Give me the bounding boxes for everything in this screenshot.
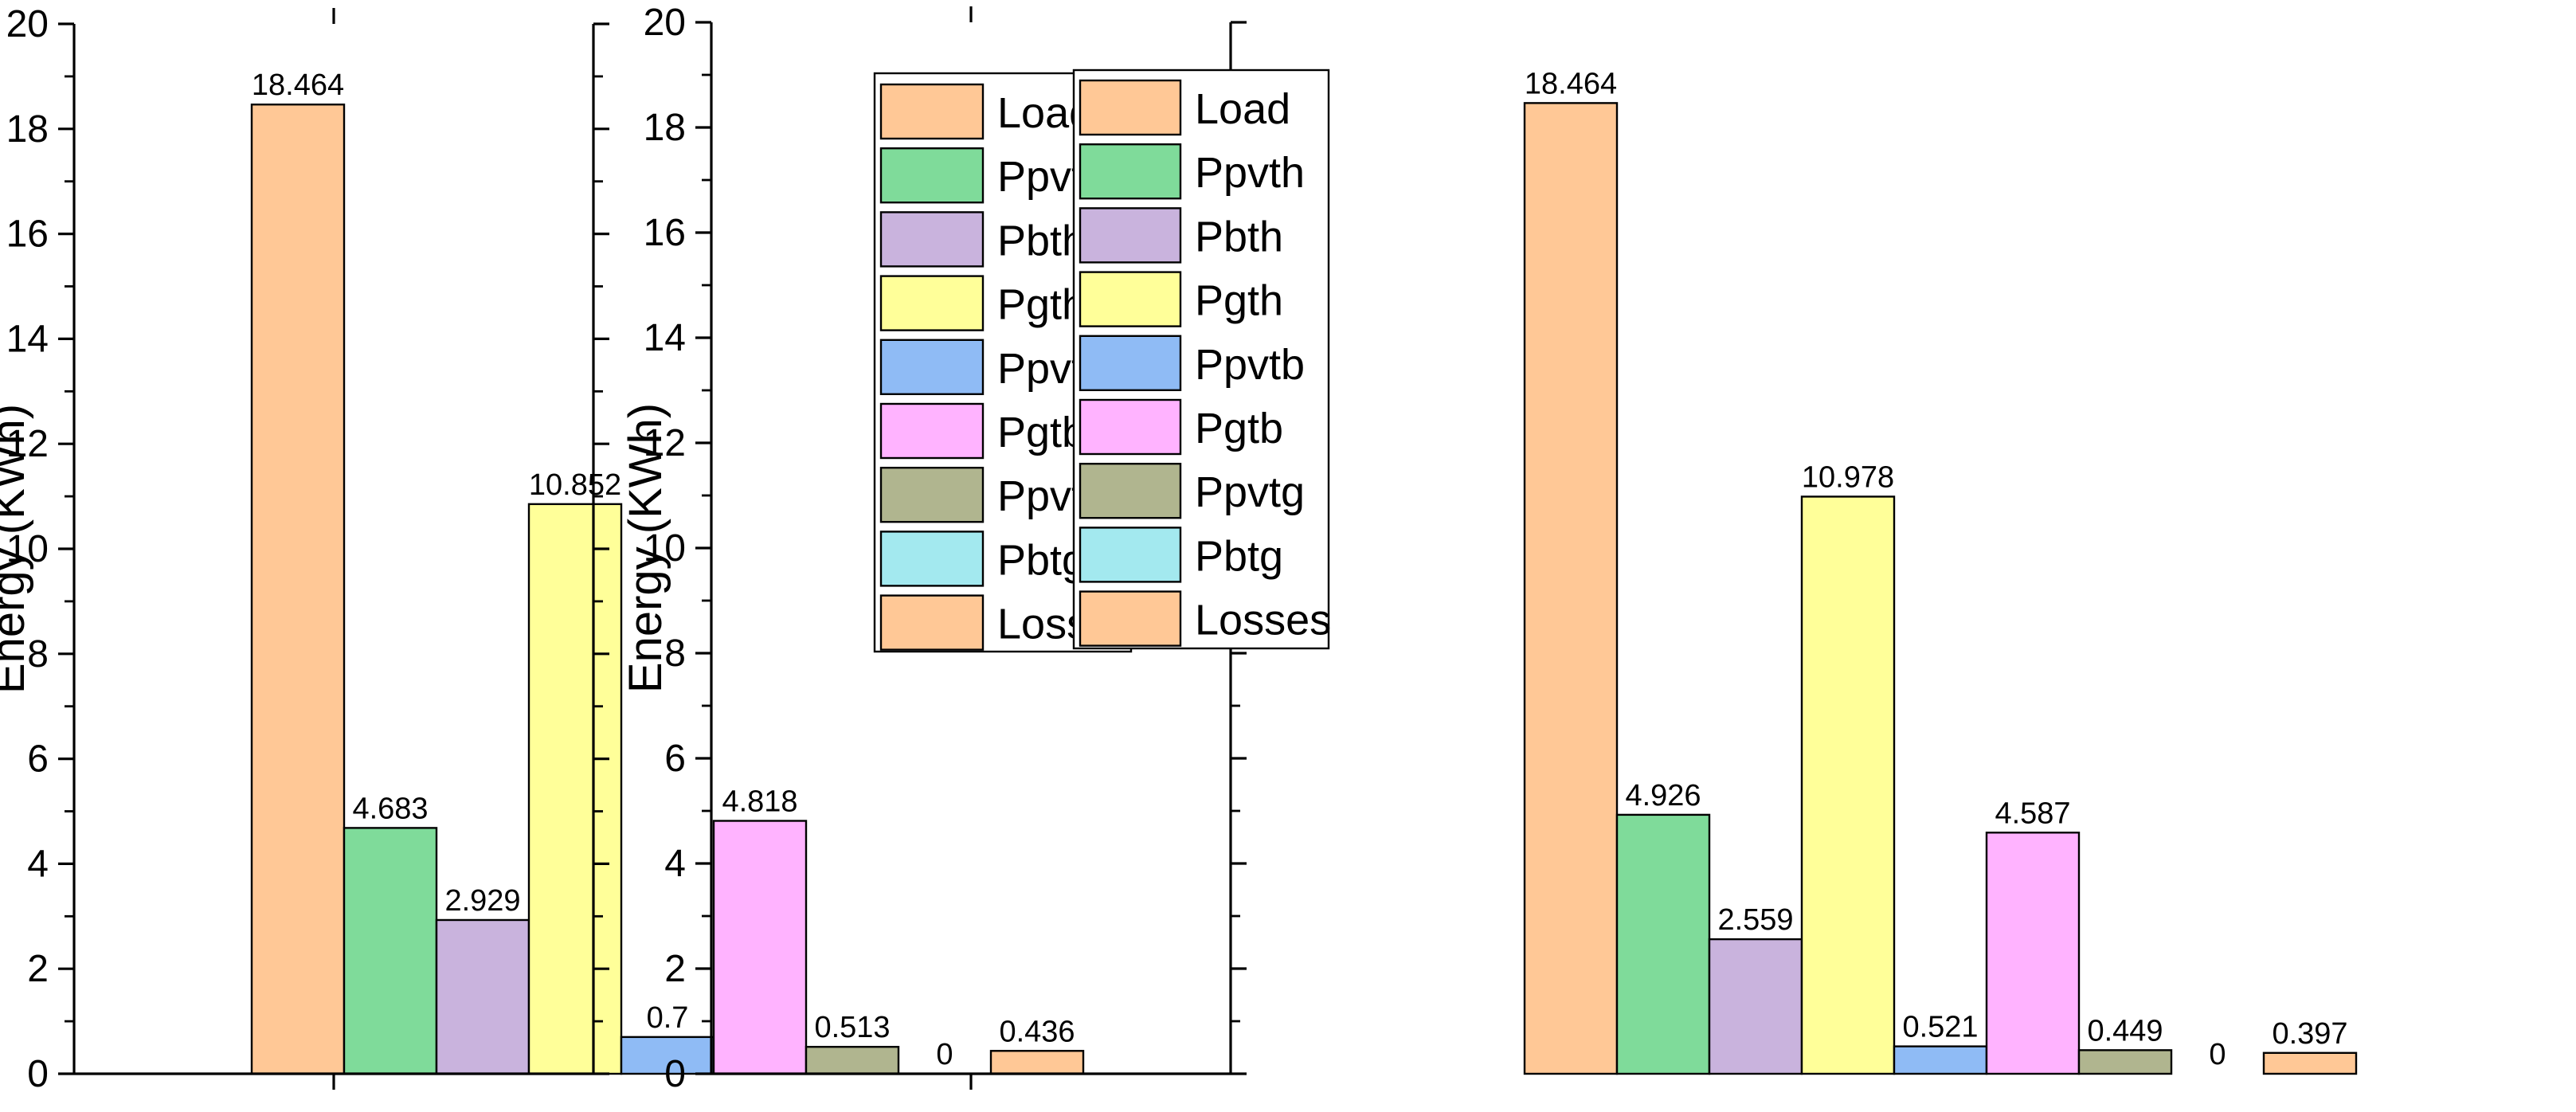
y-tick-label: 16 (6, 213, 49, 256)
legend-label-pbtg: Pbtg (997, 536, 1086, 584)
y-tick-label: 12 (644, 422, 686, 464)
legend-swatch-pbtg (879, 531, 985, 587)
legend-swatch-ppvth (879, 147, 985, 204)
legend-swatch-pgtb (1079, 398, 1182, 456)
bar-ppvtg (2077, 1049, 2173, 1075)
bar-pgth (527, 503, 623, 1075)
legend-label-pgtb: Pgtb (997, 409, 1086, 456)
bar-pgth (1800, 495, 1896, 1075)
y-tick-label: 2 (27, 948, 49, 990)
data-label-ppvtg: 0.513 (814, 1011, 890, 1044)
data-label-pbth: 2.559 (1717, 903, 1793, 937)
legend-label-ppvtg: Ppvtg (1195, 468, 1305, 516)
data-label-load: 18.464 (1525, 67, 1617, 100)
data-label-ppvth: 4.926 (1625, 779, 1701, 812)
data-label-pbtg: 0 (936, 1038, 953, 1071)
legend-label-pbth: Pbth (1195, 213, 1283, 260)
bar-ppvth (343, 827, 438, 1075)
bar-pgtb (1985, 832, 2081, 1075)
legend-label-load: Load (1195, 85, 1290, 133)
legend-label-pgth: Pgth (997, 281, 1086, 329)
y-tick-label: 6 (27, 738, 49, 781)
bar-ppvth (1615, 813, 1711, 1075)
bar-load (1523, 102, 1619, 1075)
y-tick-label: 12 (6, 423, 49, 465)
bar-ppvtb (620, 1036, 715, 1075)
y-tick-label: 4 (664, 843, 686, 885)
legend-swatch-pgth (1079, 271, 1182, 327)
bar-losses (2262, 1051, 2358, 1075)
bar-pbth (435, 918, 530, 1075)
legend-swatch-pbth (1079, 207, 1182, 264)
legend-label-pbth: Pbth (997, 217, 1086, 264)
data-label-ppvth: 4.683 (352, 792, 428, 825)
legend-swatch-ppvtg (1079, 463, 1182, 519)
y-tick-label: 10 (6, 528, 49, 570)
data-label-ppvtg: 0.449 (2087, 1014, 2163, 1047)
chart-panel-right: 18.464 4.926 2.559 10.978 0.521 4.587 0.449 0 0.… (620, 2, 2358, 1095)
chart-panel-left: 18.464 4.683 2.929 10.852 0.7 4.818 0.513 0 0.43… (0, 3, 1133, 1095)
y-tick-label: 8 (27, 633, 49, 675)
legend-swatch-ppvtb (1079, 335, 1182, 391)
legend-label-pgth: Pgth (1195, 277, 1283, 325)
data-label-pgth: 10.852 (529, 468, 621, 502)
legend-swatch-pgtb (879, 402, 985, 460)
legend: Load Ppvth Pbth Pgth Ppvtb Pgtb Ppvtg Pbtg Losse… (1072, 69, 1331, 650)
bar-ppvtb (1893, 1045, 1988, 1075)
legend-swatch-losses (879, 594, 985, 651)
y-tick-label: 18 (6, 108, 49, 151)
legend-swatch-load (1079, 79, 1182, 136)
y-tick-label: 14 (6, 318, 49, 360)
y-tick-label: 0 (27, 1053, 49, 1095)
y-axis-label: Energy (KWh) (620, 403, 671, 693)
bar-pbth (1708, 938, 1803, 1075)
legend-swatch-losses (1079, 590, 1182, 647)
data-label-pbtg: 0 (2209, 1038, 2226, 1071)
legend-swatch-load (879, 83, 985, 140)
y-tick-label: 6 (664, 738, 686, 780)
bar-pgtb (712, 820, 808, 1075)
legend-label-pgtb: Pgtb (1195, 405, 1283, 452)
legend-label-ppvtb: Ppvtb (1195, 341, 1305, 389)
data-label-pgth: 10.978 (1802, 460, 1894, 494)
bar-load (250, 104, 346, 1075)
legend-swatch-ppvth (1079, 143, 1182, 200)
data-label-ppvtb: 0.7 (647, 1001, 689, 1035)
bar-ppvtg (805, 1045, 900, 1075)
bar-losses (989, 1050, 1085, 1075)
legend-label-losses: Losses (1195, 597, 1331, 644)
data-label-losses: 0.436 (999, 1015, 1075, 1048)
y-tick-label: 4 (27, 843, 49, 885)
y-tick-label: 0 (664, 1053, 686, 1095)
y-tick-label: 10 (644, 527, 686, 570)
data-label-pbth: 2.929 (444, 884, 520, 918)
legend-swatch-ppvtg (879, 467, 985, 523)
legend-swatch-pbtg (1079, 527, 1182, 583)
data-label-pgtb: 4.587 (1995, 797, 2070, 830)
legend-swatch-pbth (879, 211, 985, 268)
data-label-losses: 0.397 (2272, 1017, 2347, 1051)
y-axis-label: Energy (KWh) (0, 404, 34, 694)
data-label-pgtb: 4.818 (722, 785, 797, 818)
legend-swatch-ppvtb (879, 339, 985, 395)
y-tick-label: 20 (644, 2, 686, 44)
legend-swatch-pgth (879, 275, 985, 331)
data-label-load: 18.464 (252, 69, 344, 102)
legend-label-pbtg: Pbtg (1195, 532, 1283, 580)
y-tick-label: 2 (664, 948, 686, 990)
y-tick-label: 18 (644, 107, 686, 149)
y-tick-label: 16 (644, 212, 686, 254)
y-tick-label: 8 (664, 632, 686, 675)
legend-label-ppvth: Ppvth (1195, 149, 1305, 197)
y-tick-label: 20 (6, 3, 49, 45)
data-label-ppvtb: 0.521 (1902, 1011, 1978, 1044)
y-tick-label: 14 (644, 317, 686, 359)
